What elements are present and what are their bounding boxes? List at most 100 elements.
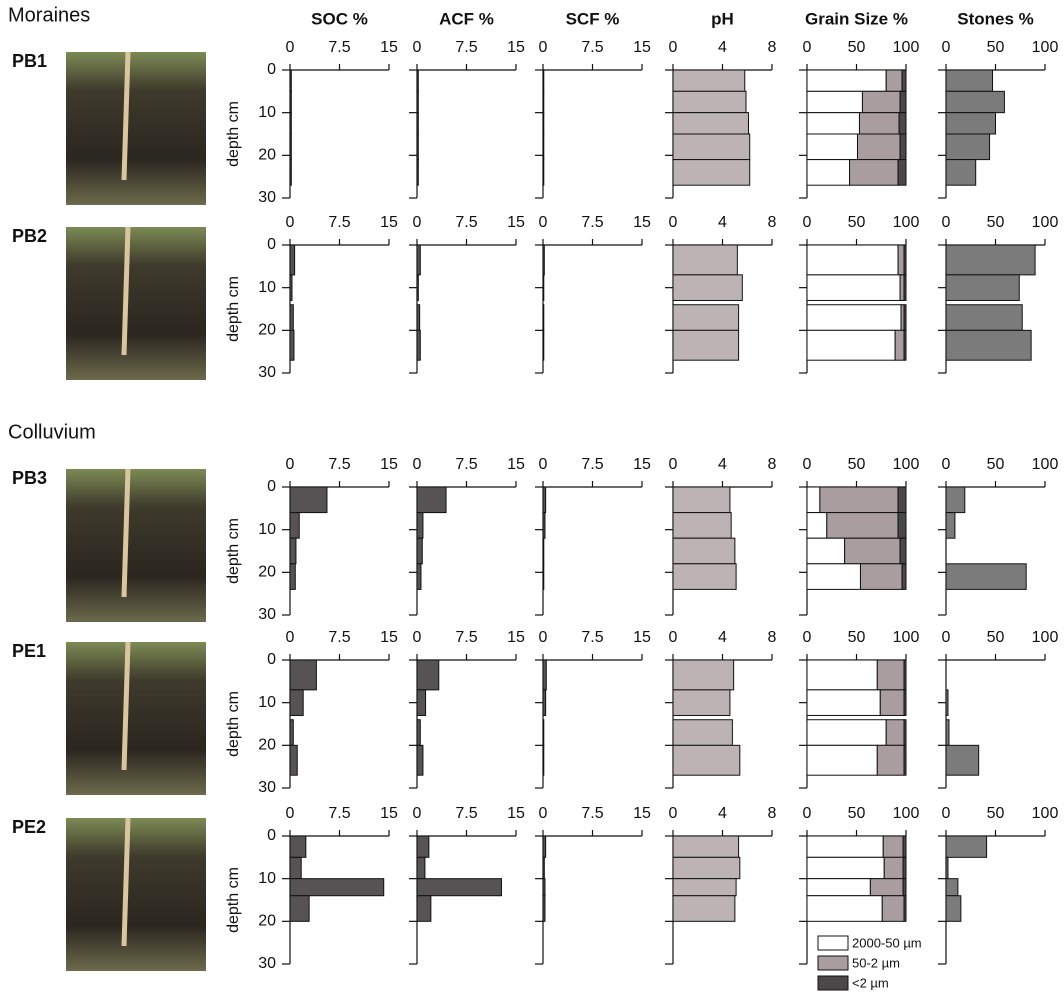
x-tick-label: 15 [507,456,525,473]
x-tick-label: 0 [286,629,295,646]
x-tick-label: 0 [286,456,295,473]
bar [946,160,976,186]
column-title: Grain Size % [805,9,908,28]
bar [290,879,384,896]
x-tick-label: 7.5 [328,214,350,231]
depth-tick-label: 10 [258,694,276,711]
bar [673,690,730,716]
x-tick-label: 100 [1032,456,1059,473]
bar [417,134,418,160]
x-tick-label: 8 [768,214,777,231]
profile-label: PB3 [12,468,47,488]
bar [543,745,544,775]
column-title: pH [711,9,734,28]
x-tick-label: 15 [633,629,651,646]
x-tick-label: 50 [848,39,866,56]
bar [290,134,291,160]
x-tick-label: 8 [768,805,777,822]
x-tick-label: 0 [413,456,422,473]
bar [880,690,904,716]
depth-tick-label: 0 [267,651,276,668]
bar [946,564,1026,590]
bar [543,305,544,331]
bar [673,160,750,186]
bar [946,487,965,513]
x-tick-label: 15 [507,805,525,822]
bar [807,896,882,922]
figure: SOC %ACF %SCF %pHGrain Size %Stones %Mor… [0,0,1064,993]
bar [904,745,906,775]
x-tick-label: 15 [633,805,651,822]
x-tick-label: 100 [893,456,920,473]
bar [904,720,906,746]
bar [860,564,902,590]
bar [902,564,906,590]
x-tick-label: 7.5 [581,214,603,231]
bar [417,70,418,91]
bar [543,896,545,922]
x-tick-label: 50 [987,39,1005,56]
legend-swatch [818,956,848,970]
bar [290,330,294,360]
bar [673,275,742,301]
x-tick-label: 100 [1032,39,1059,56]
column-title: SOC % [311,9,368,28]
bar [290,538,296,564]
bar [904,245,906,275]
x-tick-label: 8 [768,629,777,646]
bar [898,160,906,186]
bar [543,879,545,896]
bar [290,245,295,275]
bar [543,160,544,186]
depth-axis-label: depth cm [225,691,242,757]
bar [673,113,748,134]
x-tick-label: 4 [718,629,727,646]
bar [807,134,857,160]
bar [900,134,906,160]
profile-label: PB1 [12,51,47,71]
x-tick-label: 0 [942,629,951,646]
bar [807,275,900,301]
bar [417,879,501,896]
bar [807,160,850,186]
x-tick-label: 0 [669,456,678,473]
bar [543,134,544,160]
bar [902,70,906,91]
x-tick-label: 50 [987,629,1005,646]
x-tick-label: 7.5 [581,39,603,56]
bar [946,690,948,716]
x-tick-label: 15 [380,629,398,646]
bar [807,113,859,134]
bar [820,487,898,513]
bar [543,720,544,746]
bar [543,857,544,878]
bar [807,879,870,896]
bar [673,330,739,360]
x-tick-label: 7.5 [328,456,350,473]
x-tick-label: 50 [987,456,1005,473]
x-tick-label: 0 [413,214,422,231]
bar [946,896,961,922]
x-tick-label: 0 [803,629,812,646]
x-tick-label: 0 [669,214,678,231]
bar [899,113,906,134]
bar [946,305,1022,331]
x-tick-label: 7.5 [455,214,477,231]
column-title: ACF % [439,9,494,28]
bar [946,70,993,91]
bar [946,134,990,160]
x-tick-label: 100 [893,805,920,822]
x-tick-label: 0 [803,456,812,473]
profile-label: PB2 [12,226,47,246]
bar [904,690,906,716]
bar [417,330,420,360]
x-tick-label: 7.5 [455,805,477,822]
bar [290,113,291,134]
bar [543,660,546,690]
bar [290,305,293,331]
x-tick-label: 15 [380,456,398,473]
bar [673,720,732,746]
bar [543,513,545,539]
bar [290,487,327,513]
bar [290,745,297,775]
